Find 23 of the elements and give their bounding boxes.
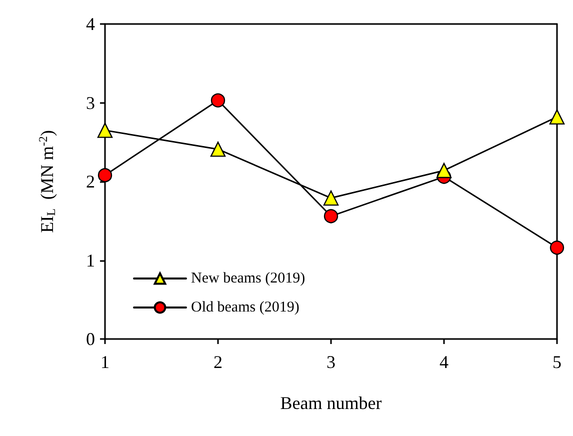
point xyxy=(549,109,565,125)
y-tick-label: 1 xyxy=(86,250,95,270)
x-tick-label: 3 xyxy=(326,352,336,372)
point xyxy=(436,162,452,178)
y-tick-label: 0 xyxy=(86,329,95,349)
x-tick-label: 1 xyxy=(100,352,110,372)
x-axis-title: Beam number xyxy=(280,393,382,413)
point xyxy=(210,142,226,157)
legend-label: New beams (2019) xyxy=(191,270,306,286)
point xyxy=(98,168,112,182)
x-tick-label: 4 xyxy=(440,352,448,372)
x-tick-label: 5 xyxy=(552,352,562,372)
point xyxy=(324,209,338,224)
point xyxy=(97,122,113,138)
y-tick-label: 4 xyxy=(86,14,95,34)
point xyxy=(323,190,339,206)
point xyxy=(550,240,564,255)
y-tick-label: 3 xyxy=(86,92,95,113)
y-tick-label: 2 xyxy=(86,172,95,192)
x-tick-label: 2 xyxy=(214,352,222,372)
legend-label: Old beams (2019) xyxy=(191,300,300,316)
point xyxy=(210,93,226,108)
y-axis-title: EIL (MN m-2) xyxy=(36,130,58,233)
